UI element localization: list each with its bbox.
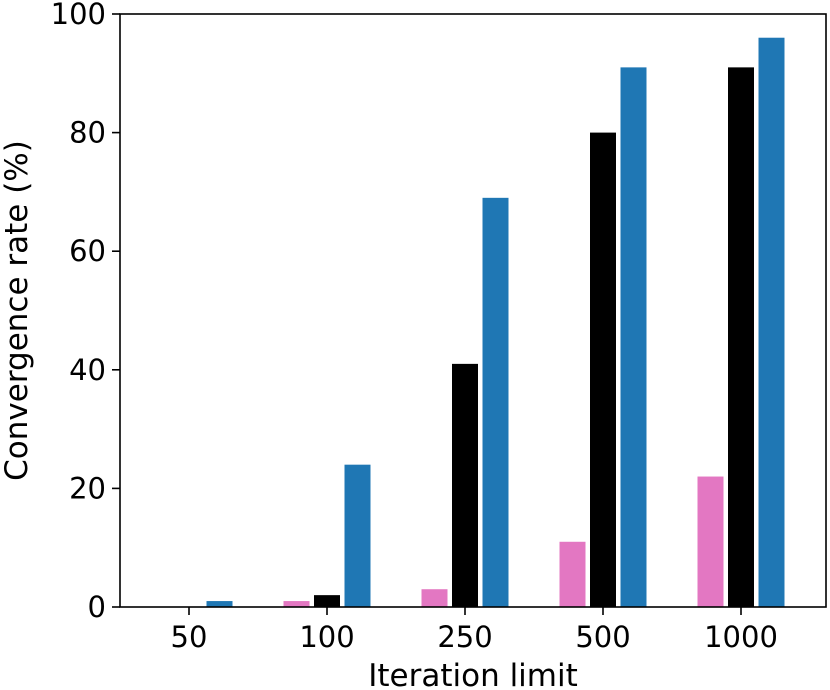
y-tick-label: 60	[69, 234, 106, 268]
x-axis-ticks: 50 100 250 500 1000	[171, 607, 778, 654]
bar-1000-series-3	[758, 37, 785, 608]
x-tick-label: 100	[299, 620, 354, 654]
y-tick-label: 100	[51, 0, 106, 31]
bar-500-series-2	[590, 132, 616, 607]
x-tick-label: 250	[437, 620, 492, 654]
bar-1000-series-1	[697, 476, 724, 607]
x-tick-label: 50	[171, 620, 208, 654]
y-tick-label: 20	[69, 471, 106, 505]
bar-50-series-3	[206, 601, 233, 607]
bar-500-series-1	[559, 541, 586, 607]
bar-500-series-3	[620, 67, 647, 608]
bar-100-series-2	[314, 595, 340, 607]
x-tick-label: 500	[575, 620, 630, 654]
bar-250-series-1	[421, 589, 448, 607]
x-axis-label: Iteration limit	[368, 658, 578, 690]
bar-1000-series-2	[728, 67, 754, 608]
y-tick-label: 40	[69, 353, 106, 387]
y-tick-label: 0	[88, 590, 106, 624]
bar-250-series-3	[482, 197, 509, 607]
y-axis-label: Convergence rate (%)	[0, 140, 35, 481]
bars-layer	[206, 37, 785, 608]
x-tick-label: 1000	[704, 620, 778, 654]
y-axis-ticks: 0 20 40 60 80 100	[51, 0, 120, 624]
bar-100-series-1	[283, 601, 310, 607]
y-tick-label: 80	[69, 116, 106, 150]
bar-100-series-3	[344, 464, 371, 607]
plot-frame	[119, 13, 827, 608]
bar-250-series-2	[452, 363, 478, 607]
